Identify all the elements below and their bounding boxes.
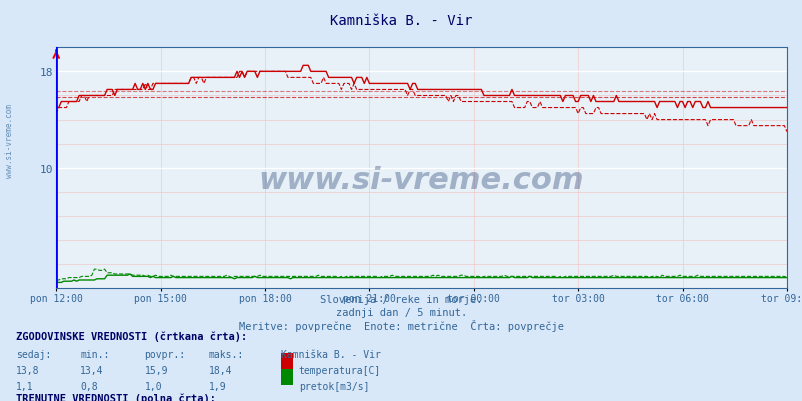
Text: 15,9: 15,9 (144, 365, 168, 375)
Text: pretok[m3/s]: pretok[m3/s] (298, 381, 369, 391)
Text: maks.:: maks.: (209, 349, 244, 359)
Text: 1,9: 1,9 (209, 381, 226, 391)
Text: sedaj:: sedaj: (16, 349, 51, 359)
Text: 13,4: 13,4 (80, 365, 103, 375)
Text: Kamniška B. - Vir: Kamniška B. - Vir (281, 349, 380, 359)
Text: min.:: min.: (80, 349, 110, 359)
Text: 1,0: 1,0 (144, 381, 162, 391)
Text: TRENUTNE VREDNOSTI (polna črta):: TRENUTNE VREDNOSTI (polna črta): (16, 393, 216, 401)
Text: ZGODOVINSKE VREDNOSTI (črtkana črta):: ZGODOVINSKE VREDNOSTI (črtkana črta): (16, 331, 247, 341)
Text: 1,1: 1,1 (16, 381, 34, 391)
Text: 18,4: 18,4 (209, 365, 232, 375)
Text: www.si-vreme.com: www.si-vreme.com (258, 166, 584, 195)
Text: Slovenija / reke in morje.: Slovenija / reke in morje. (320, 295, 482, 305)
Text: 13,8: 13,8 (16, 365, 39, 375)
Text: 0,8: 0,8 (80, 381, 98, 391)
Text: www.si-vreme.com: www.si-vreme.com (5, 103, 14, 177)
Text: temperatura[C]: temperatura[C] (298, 365, 380, 375)
Text: povpr.:: povpr.: (144, 349, 185, 359)
Text: Kamniška B. - Vir: Kamniška B. - Vir (330, 14, 472, 28)
Text: Meritve: povprečne  Enote: metrične  Črta: povprečje: Meritve: povprečne Enote: metrične Črta:… (239, 319, 563, 331)
Text: zadnji dan / 5 minut.: zadnji dan / 5 minut. (335, 307, 467, 317)
